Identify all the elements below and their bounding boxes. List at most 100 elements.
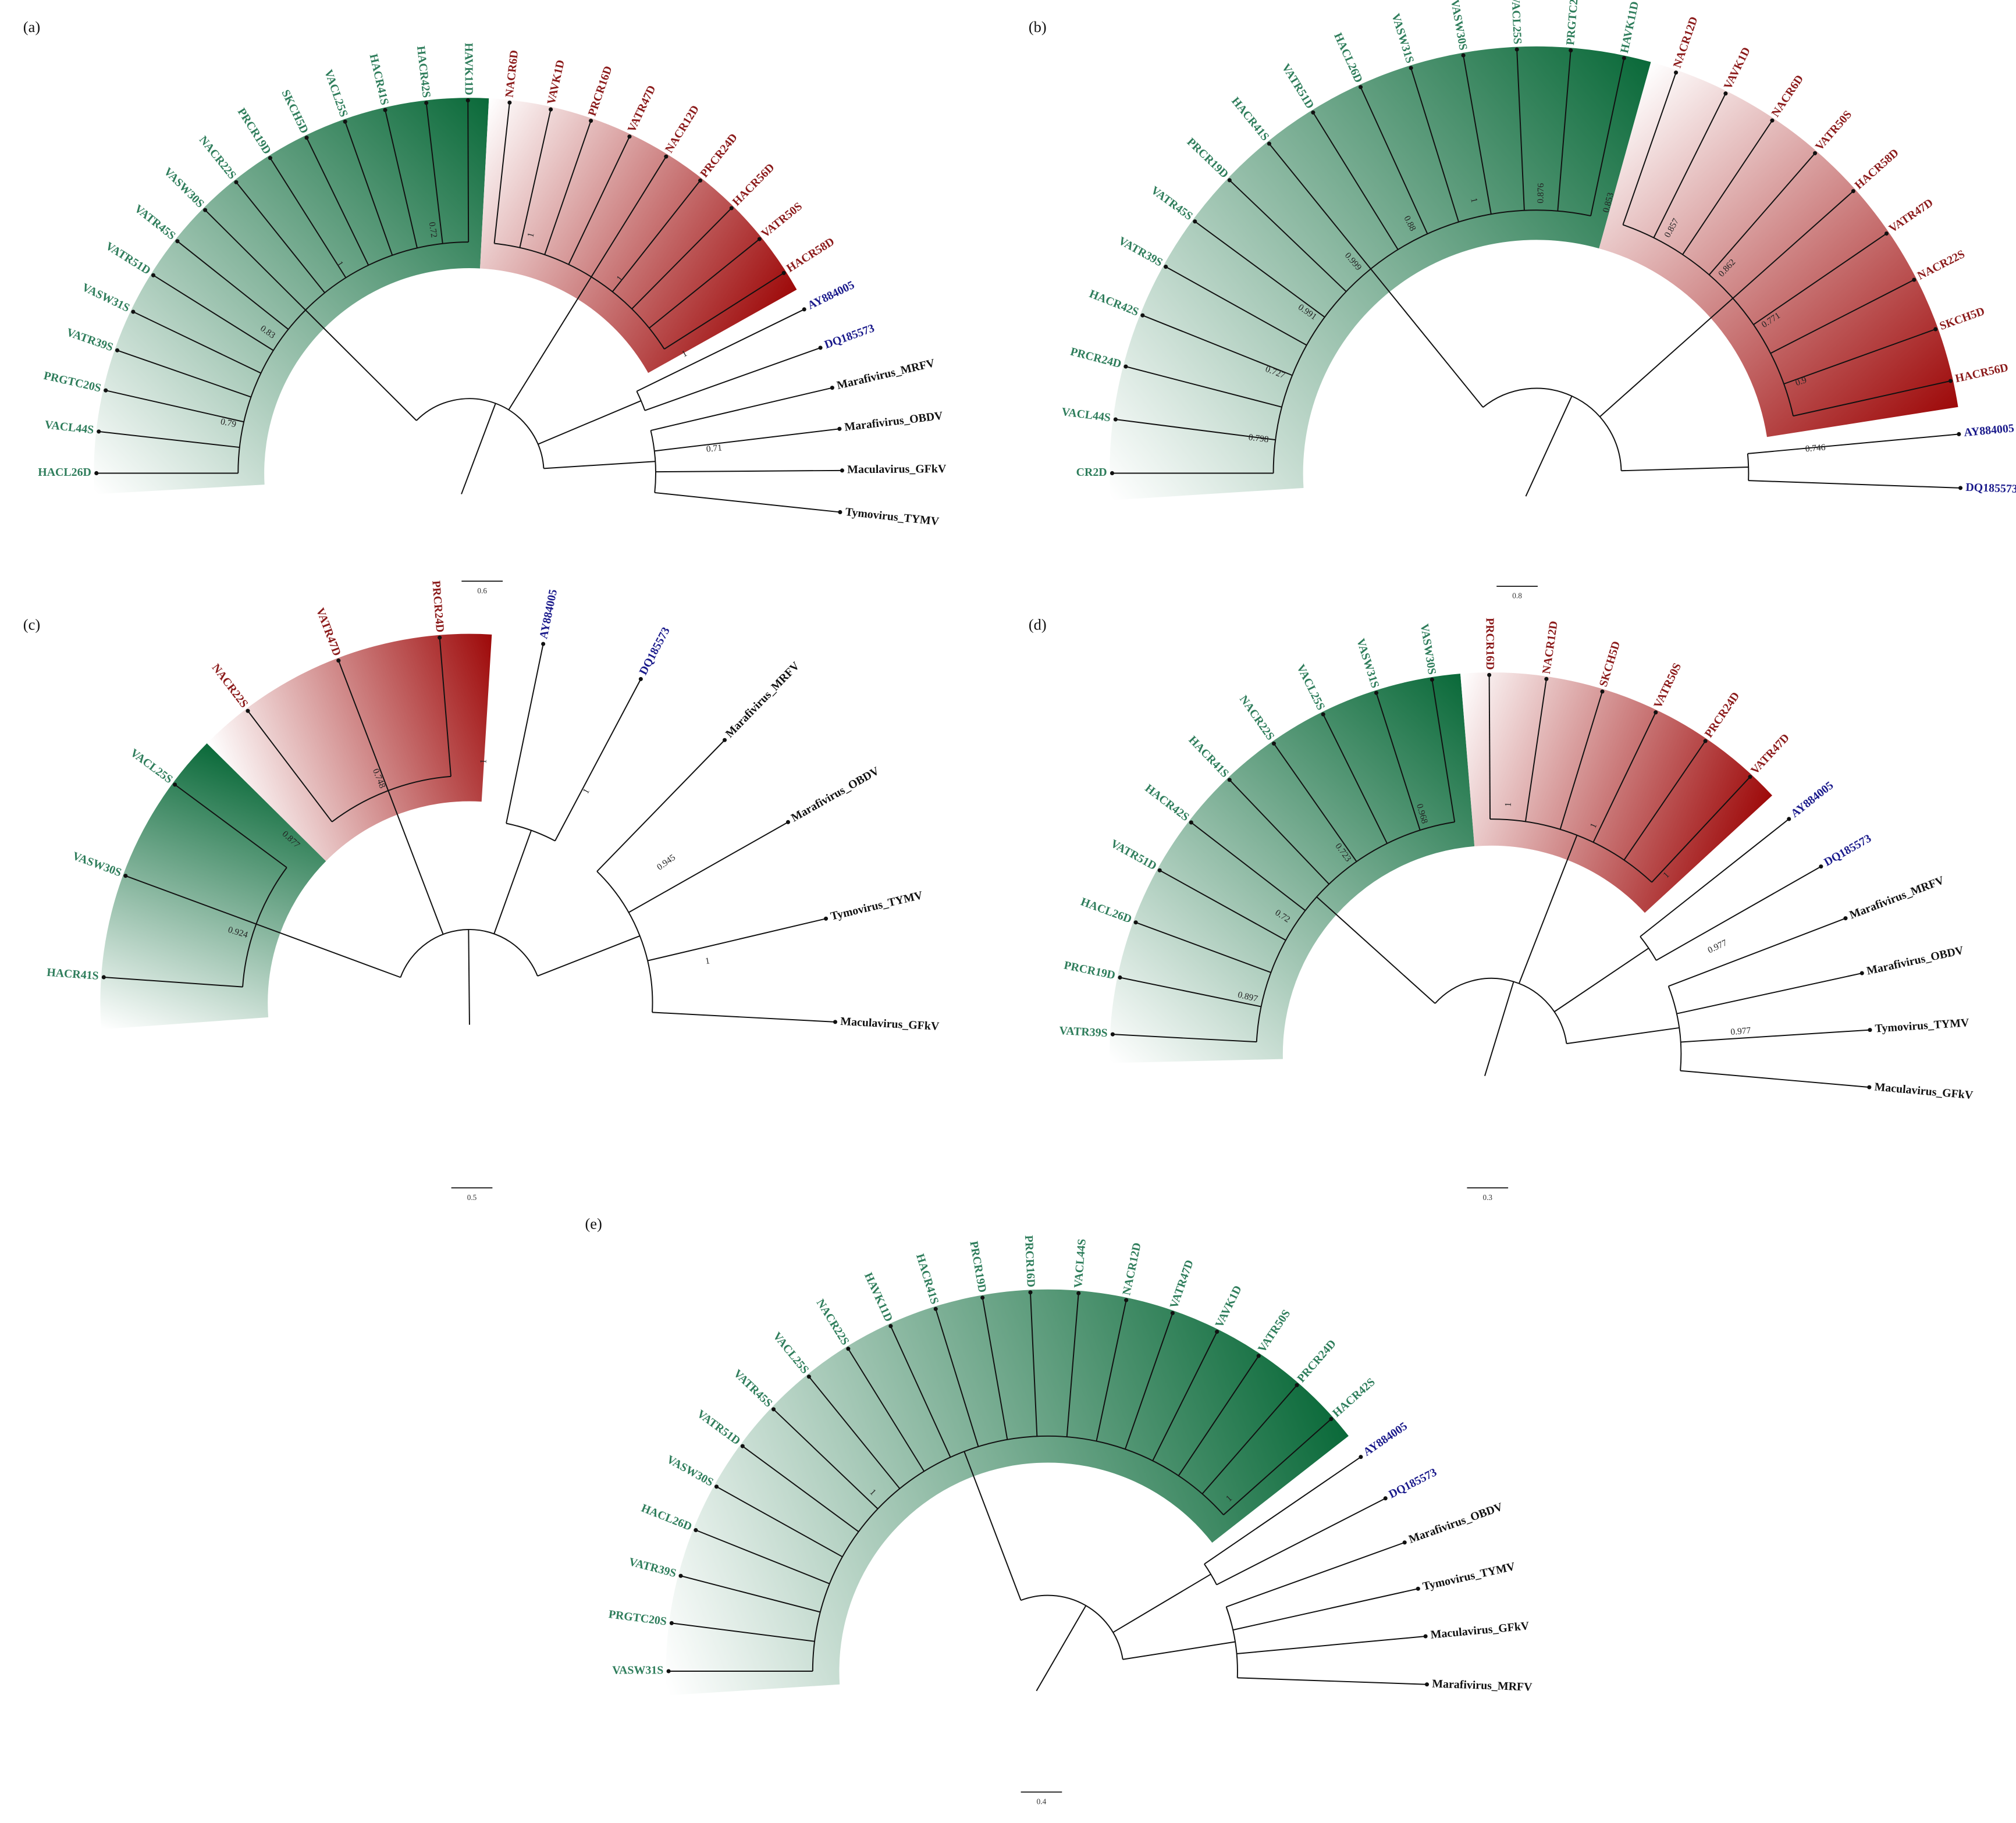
branch	[1268, 143, 1371, 269]
leaf-node	[1933, 327, 1938, 332]
leaf-node	[1113, 417, 1118, 422]
branch	[1119, 977, 1261, 1007]
branch	[647, 918, 826, 962]
branch	[105, 390, 244, 423]
leaf-node	[1329, 1416, 1334, 1422]
branch	[1488, 675, 1491, 820]
leaf-label: AY884005	[1964, 422, 2015, 439]
branch	[337, 660, 389, 791]
branch	[175, 784, 287, 868]
clade-arc	[636, 391, 646, 411]
leaf-label: Marafivirus_MRFV	[835, 357, 936, 392]
leaf-label: PRCR24D	[1702, 690, 1743, 740]
branch	[1029, 1292, 1038, 1437]
branch	[506, 643, 544, 824]
branch	[1770, 279, 1915, 354]
leaf-label: SKCH5D	[1938, 305, 1986, 333]
leaf-node	[757, 237, 762, 241]
branch	[680, 1575, 821, 1613]
leaf-node	[678, 1573, 683, 1578]
leaf-node	[1948, 379, 1953, 383]
branch	[306, 137, 369, 266]
leaf-node	[1674, 70, 1679, 75]
branch	[133, 311, 261, 374]
branch	[1190, 822, 1306, 912]
leaf-node	[933, 1306, 938, 1311]
branch	[1783, 329, 1936, 384]
leaf-label: PRCR16D	[1483, 618, 1496, 670]
leaf-label: AY884005	[1789, 779, 1836, 820]
root-arc	[416, 398, 545, 469]
leaf-node	[1227, 778, 1232, 782]
branch	[631, 208, 732, 309]
leaf-node	[1912, 277, 1917, 282]
leaf-label: CR2D	[1076, 466, 1107, 479]
branch	[117, 350, 251, 398]
leaf-node	[1843, 916, 1848, 921]
leaf-label: Tymovirus_TYMV	[829, 889, 924, 923]
clade-highlight	[100, 743, 326, 1030]
panel-label: (b)	[1029, 18, 1047, 35]
leaf-node	[729, 206, 734, 211]
leaf-node	[589, 119, 593, 123]
leaf-node	[1311, 110, 1315, 115]
clade-arc	[242, 867, 287, 987]
leaf-node	[1124, 1298, 1129, 1302]
leaf-node	[840, 468, 844, 473]
leaf-node	[94, 471, 99, 475]
branch	[1622, 72, 1677, 225]
leaf-node	[1884, 231, 1889, 236]
leaf-label: PRCR19D	[967, 1240, 989, 1294]
branch	[963, 1451, 1022, 1601]
leaf-node	[115, 348, 120, 353]
tree-panel: (a) HACL26D VACL44S PRGTC20S VATR39S VASW31S V…	[23, 18, 947, 595]
branch	[671, 1622, 815, 1642]
branch	[1518, 835, 1578, 984]
branch	[1682, 120, 1773, 255]
leaf-node	[336, 658, 341, 663]
branch	[935, 1308, 979, 1447]
leaf-node	[304, 136, 309, 140]
branch	[645, 347, 821, 411]
leaf-label: Tymovirus_TYMV	[1875, 1016, 1970, 1035]
leaf-node	[1402, 1540, 1407, 1545]
branch	[1165, 266, 1307, 346]
leaf-label: VATR50S	[759, 200, 805, 240]
leaf-node	[838, 510, 842, 514]
branch	[508, 276, 592, 411]
leaf-label: HACR42S	[1143, 782, 1192, 824]
leaf-node	[203, 208, 208, 212]
branch	[649, 238, 760, 329]
leaf-node	[1383, 1496, 1388, 1501]
leaf-label: HACL26D	[1079, 895, 1134, 925]
leaf-node	[1028, 1290, 1033, 1295]
branch	[742, 1445, 859, 1532]
branch	[1559, 691, 1603, 830]
panel-label: (c)	[23, 615, 40, 633]
branch	[1748, 480, 1961, 489]
leaf-node	[1170, 1311, 1175, 1315]
support-value: 0.977	[1706, 938, 1729, 955]
branch	[385, 109, 418, 248]
leaf-label: VATR47D	[625, 83, 659, 134]
branch	[611, 180, 701, 293]
leaf-label: NACR12D	[1540, 620, 1560, 675]
leaf-node	[669, 1621, 674, 1625]
branch	[98, 430, 240, 448]
leaf-node	[343, 119, 347, 124]
branch	[1122, 1641, 1236, 1660]
branch	[1553, 948, 1649, 1013]
leaf-node	[549, 107, 553, 112]
leaf-label: HACR41S	[913, 1252, 941, 1306]
leaf-node	[1424, 1682, 1430, 1687]
leaf-label: AY884005	[537, 588, 560, 640]
leaf-label: DQ185573	[637, 625, 673, 677]
leaf-label: PRCR19D	[235, 106, 273, 156]
leaf-node	[1189, 820, 1193, 825]
root-stem	[461, 403, 496, 494]
branch	[493, 102, 510, 244]
leaf-node	[837, 426, 842, 431]
leaf-label: NACR22S	[1237, 693, 1277, 743]
branch	[1159, 870, 1286, 941]
clade-arc	[1640, 936, 1657, 961]
